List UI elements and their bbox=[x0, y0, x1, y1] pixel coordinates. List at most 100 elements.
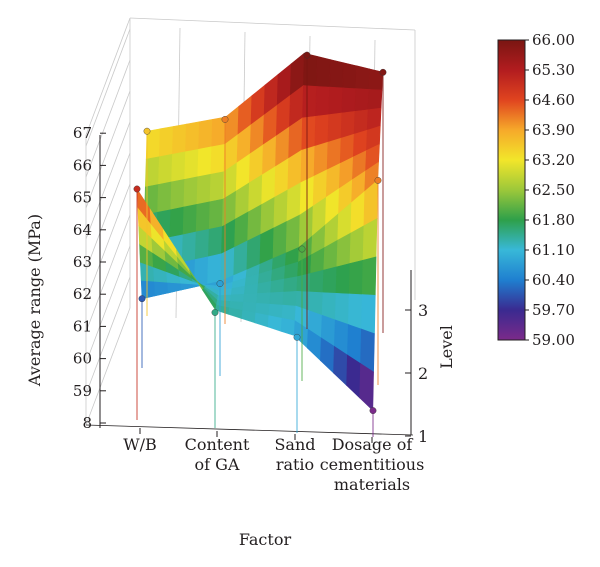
grid-line bbox=[85, 214, 131, 333]
colorbar-tick-label: 63.90 bbox=[532, 121, 575, 139]
x-tick-label: W/B bbox=[123, 435, 157, 454]
surface-patch bbox=[335, 263, 351, 295]
surface-patch bbox=[257, 281, 272, 294]
colorbar: 66.00 65.30 64.60 63.90 63.20 62.50 61.80 61.10… bbox=[497, 31, 575, 349]
surface-patch bbox=[334, 292, 350, 325]
surface-patch bbox=[169, 206, 185, 238]
grid-line bbox=[85, 307, 131, 426]
surface-patch bbox=[172, 123, 187, 155]
surface-patch bbox=[196, 173, 212, 205]
surface-patch bbox=[341, 87, 357, 114]
data-point bbox=[293, 333, 301, 341]
y-axis: 1 2 3 bbox=[405, 270, 428, 446]
surface-patch bbox=[170, 179, 185, 211]
z-tick-label: 60 bbox=[73, 350, 92, 368]
data-point bbox=[379, 68, 387, 76]
surface-patch bbox=[327, 112, 343, 143]
surface-patch bbox=[209, 171, 225, 203]
colorbar-bar bbox=[497, 39, 526, 341]
surface-patch bbox=[195, 201, 211, 233]
data-points bbox=[133, 51, 387, 414]
z-axis: 8 59 60 61 62 63 64 65 66 67 bbox=[73, 124, 106, 432]
surface-patch bbox=[194, 228, 210, 260]
surface-patch bbox=[285, 214, 301, 254]
data-point bbox=[216, 280, 224, 287]
z-tick-label: 59 bbox=[73, 382, 92, 400]
x-tick-label: Dosage of cementitious materials bbox=[320, 435, 425, 494]
z-tick-label: 64 bbox=[73, 221, 92, 239]
colorbar-tick-label: 66.00 bbox=[532, 31, 575, 49]
surface-patch bbox=[230, 293, 245, 303]
surface-patch bbox=[158, 126, 174, 158]
grid-line bbox=[85, 152, 131, 271]
grid-line bbox=[85, 183, 131, 302]
surface-patch bbox=[208, 198, 224, 230]
surface-patch bbox=[181, 231, 197, 263]
surface-patch bbox=[283, 276, 298, 293]
surface-patch bbox=[362, 218, 378, 261]
x-tick-label: Content of GA bbox=[185, 435, 250, 474]
colorbar-tick-label: 63.20 bbox=[532, 151, 575, 169]
surface-patch bbox=[347, 293, 363, 330]
data-point bbox=[369, 407, 377, 414]
colorbar-tick-label: 61.10 bbox=[532, 241, 575, 259]
surface-patch bbox=[153, 280, 169, 297]
colorbar-tick-label: 61.80 bbox=[532, 211, 575, 229]
colorbar-tick-label: 65.30 bbox=[532, 61, 575, 79]
surface-patch bbox=[243, 293, 258, 304]
data-point bbox=[138, 295, 146, 303]
y-axis-label: Level bbox=[437, 325, 456, 369]
surface-patch bbox=[328, 86, 344, 116]
surface-patch bbox=[314, 114, 330, 147]
grid-line bbox=[85, 245, 131, 364]
z-tick-label: 8 bbox=[82, 414, 92, 432]
colorbar-tick-label: 62.50 bbox=[532, 181, 575, 199]
surface-patch bbox=[157, 181, 172, 213]
grid-line bbox=[85, 17, 131, 136]
surface-patch bbox=[197, 146, 213, 178]
x-axis-label: Factor bbox=[239, 530, 292, 549]
surface-patch bbox=[361, 294, 376, 335]
grid-line bbox=[85, 59, 131, 178]
surface-patch bbox=[340, 111, 356, 139]
data-point bbox=[143, 127, 151, 135]
surface-patch bbox=[256, 292, 271, 305]
grid-line bbox=[85, 28, 131, 147]
grid-line bbox=[85, 90, 131, 209]
surface-patch bbox=[302, 85, 317, 119]
surface-patch bbox=[185, 121, 200, 153]
data-point bbox=[374, 176, 382, 184]
surface-patch bbox=[329, 59, 344, 89]
surface-patch bbox=[183, 176, 199, 208]
surface-patch bbox=[355, 65, 371, 90]
surface-patch bbox=[254, 312, 270, 328]
data-point bbox=[211, 309, 219, 316]
z-tick-label: 62 bbox=[73, 285, 92, 303]
colorbar-tick-label: 60.40 bbox=[532, 271, 575, 289]
surface-patch bbox=[158, 153, 173, 185]
surface-patch bbox=[207, 253, 222, 285]
z-tick-label: 67 bbox=[73, 124, 92, 142]
z-axis-label: Average range (MPa) bbox=[25, 214, 44, 387]
surface-patch bbox=[182, 204, 198, 236]
surface-patch bbox=[296, 273, 311, 293]
surface-patch bbox=[280, 317, 296, 336]
data-point bbox=[133, 185, 141, 193]
z-tick-label: 65 bbox=[73, 189, 92, 207]
data-point bbox=[221, 116, 229, 123]
z-tick-label: 63 bbox=[73, 253, 92, 271]
surface-patch bbox=[367, 89, 383, 111]
surface-patch bbox=[342, 62, 357, 89]
surface-patch bbox=[361, 256, 377, 296]
surface-patch bbox=[315, 86, 330, 117]
surface-patch bbox=[282, 290, 298, 307]
surface-patch bbox=[301, 115, 316, 151]
surface-patch bbox=[348, 259, 364, 295]
surface-patch bbox=[272, 220, 288, 259]
surface bbox=[136, 52, 384, 412]
surface-patch bbox=[270, 278, 285, 294]
surface-patch bbox=[359, 362, 374, 412]
colorbar-tick-label: 59.70 bbox=[532, 301, 575, 319]
